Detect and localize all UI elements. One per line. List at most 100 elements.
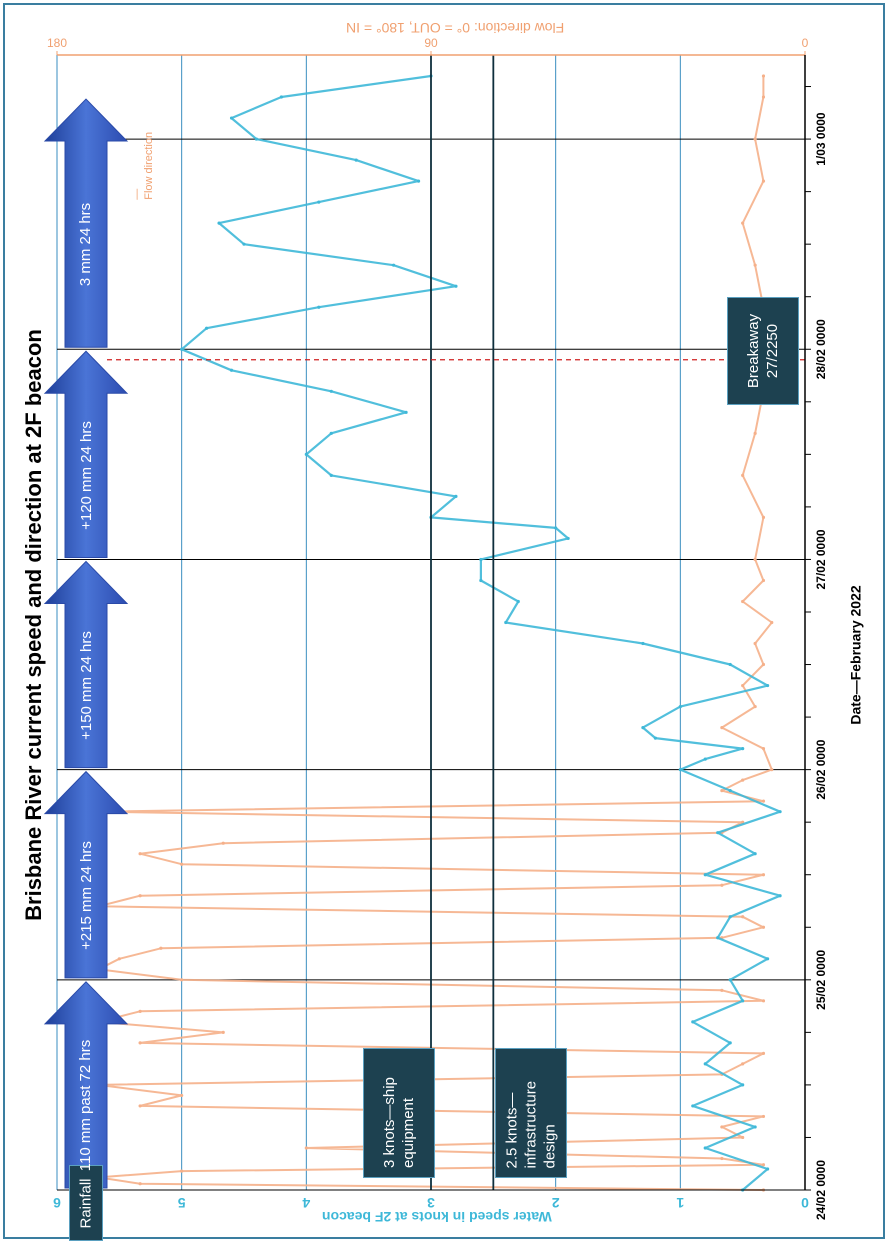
speed-point xyxy=(454,284,458,288)
speed-point xyxy=(416,179,421,183)
direction-point xyxy=(138,1041,142,1045)
direction-point xyxy=(761,179,766,183)
rainfall-arrows xyxy=(43,98,129,1189)
speed-point xyxy=(392,263,396,267)
direction-point xyxy=(221,1030,225,1034)
speed-point xyxy=(229,116,234,120)
speed-point xyxy=(741,1083,745,1087)
direction-point xyxy=(741,221,745,225)
xlabel: Date—February 2022 xyxy=(848,585,865,725)
x-tick-label: 26/02 0000 xyxy=(814,739,828,799)
direction-point xyxy=(117,957,121,961)
rainfall-arrow-label: 110 mm past 72 hrs xyxy=(77,1040,95,1172)
direction-point xyxy=(304,1146,308,1150)
speed-point xyxy=(404,410,408,414)
y-tick-label: 6 xyxy=(53,1195,61,1211)
speed-point xyxy=(703,873,707,877)
y2-tick-label: 0 xyxy=(802,36,809,50)
direction-point xyxy=(761,1163,766,1167)
y2-tick-label: 180 xyxy=(47,36,67,50)
ref-label-infrastructure: 2.5 knots—infrastructure design xyxy=(503,1080,559,1168)
direction-point xyxy=(221,841,225,845)
speed-point xyxy=(728,789,732,793)
speed-point xyxy=(554,526,558,530)
x-tick-label: 25/02 0000 xyxy=(814,949,828,1009)
speed-point xyxy=(479,578,483,583)
reference-lines xyxy=(107,55,805,1190)
speed-point xyxy=(205,326,209,330)
chart-title: Brisbane River current speed and directi… xyxy=(21,329,47,921)
speed-point xyxy=(242,242,246,246)
speed-point xyxy=(728,662,732,667)
rainfall-arrow-label: +215 mm 24 hrs xyxy=(77,841,95,951)
speed-point xyxy=(691,1020,695,1024)
direction-point xyxy=(753,431,757,435)
direction-point xyxy=(720,725,724,730)
speed-series xyxy=(180,74,782,1192)
direction-point xyxy=(180,1093,184,1098)
ref-box-infrastructure: 2.5 knots—infrastructure design xyxy=(495,1048,567,1178)
speed-point xyxy=(229,368,234,372)
speed-point xyxy=(516,599,520,604)
speed-point xyxy=(778,894,782,898)
speed-point xyxy=(716,831,720,835)
x-tick-label: 1/03 0000 xyxy=(814,112,828,166)
speed-point xyxy=(504,620,508,625)
speed-point xyxy=(317,200,321,204)
x-tick-label: 24/02 0000 xyxy=(814,1160,828,1220)
speed-point xyxy=(766,683,770,688)
direction-point xyxy=(741,599,745,604)
speed-point xyxy=(728,915,732,919)
direction-series xyxy=(96,74,774,1192)
direction-point xyxy=(761,578,766,583)
x-tick-label: 27/02 0000 xyxy=(814,529,828,589)
chart-frame: 0 1 2 3 4 5 6 0 90 180 24/02 0000 25/02 0000 26/02 0… xyxy=(3,3,885,1241)
direction-point xyxy=(761,95,766,99)
direction-point xyxy=(138,1009,142,1013)
speed-point xyxy=(716,936,720,940)
direction-point xyxy=(761,662,766,667)
direction-point xyxy=(761,747,766,751)
direction-point xyxy=(741,915,745,919)
speed-point xyxy=(217,221,221,225)
direction-point xyxy=(159,946,163,950)
direction-point xyxy=(770,620,774,625)
speed-point xyxy=(653,736,658,740)
direction-point xyxy=(138,852,142,856)
speed-point xyxy=(566,536,570,541)
speed-point xyxy=(703,757,707,761)
rainfall-arrow xyxy=(43,350,129,558)
direction-point xyxy=(720,883,724,887)
y2label-box: Flow direction: 0° = OUT, 180° = IN xyxy=(305,17,605,39)
direction-point xyxy=(741,473,745,477)
y-tick-label: 2 xyxy=(552,1195,560,1211)
speed-point xyxy=(703,1146,707,1150)
direction-point xyxy=(761,1051,766,1055)
speed-point xyxy=(641,641,645,646)
rainfall-box: Rainfall xyxy=(69,1165,103,1241)
direction-point xyxy=(761,925,766,929)
speed-point xyxy=(691,1104,695,1108)
chart-title-wrap: Brisbane River current speed and directi… xyxy=(19,305,49,945)
direction-point xyxy=(753,641,757,646)
speed-point xyxy=(254,137,259,141)
axes: 0 1 2 3 4 5 6 0 90 180 24/02 0000 25/02 0000 26/02 0… xyxy=(47,36,828,1220)
speed-point xyxy=(741,999,745,1003)
speed-point xyxy=(354,158,358,162)
ylabel-box: Water speed in knots at 2F beacon xyxy=(277,1205,597,1229)
speed-point xyxy=(766,957,770,961)
y-tick-label: 1 xyxy=(676,1195,684,1211)
speed-point xyxy=(678,704,682,709)
speed-line xyxy=(180,74,782,1191)
speed-point xyxy=(329,389,333,393)
y-tick-label: 5 xyxy=(178,1195,186,1211)
direction-point xyxy=(741,1135,745,1140)
speed-point xyxy=(454,494,458,498)
direction-point xyxy=(720,988,724,992)
direction-point xyxy=(180,1169,184,1173)
legend-flow-direction: Flow direction xyxy=(143,131,156,200)
breakaway-label: Breakaway 27/2250 xyxy=(745,313,781,389)
direction-point xyxy=(741,778,745,782)
rainfall-arrow xyxy=(43,98,129,348)
speed-point xyxy=(329,473,333,477)
